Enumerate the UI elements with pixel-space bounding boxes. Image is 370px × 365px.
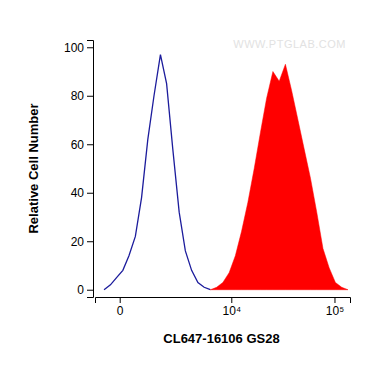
- x-tick: 0: [117, 297, 124, 318]
- y-tick-mark: [87, 241, 93, 242]
- y-axis-title: Relative Cell Number: [26, 103, 41, 233]
- x-axis: 0 10⁴ 10⁵: [96, 297, 351, 318]
- y-tick-label: 0: [77, 283, 84, 297]
- y-tick-mark: [87, 96, 93, 97]
- y-axis: 0 20 40 60 80 100: [64, 41, 94, 298]
- plot-area: [104, 55, 348, 290]
- y-tick-label: 20: [71, 235, 85, 249]
- x-axis-line: [96, 298, 351, 304]
- y-tick: 20: [71, 235, 93, 249]
- y-axis-line: [87, 41, 94, 298]
- x-tick-label: 10⁵: [326, 304, 344, 318]
- histogram-line: [104, 55, 210, 290]
- y-tick: 80: [71, 89, 93, 103]
- x-tick-mark: [231, 297, 232, 303]
- x-tick-mark: [334, 297, 335, 303]
- y-tick-label: 40: [71, 186, 85, 200]
- x-tick: 10⁴: [223, 297, 242, 318]
- x-tick-label: 10⁴: [223, 304, 242, 318]
- x-tick-label: 0: [117, 304, 124, 318]
- y-tick-mark: [87, 193, 93, 194]
- y-tick: 60: [71, 138, 93, 152]
- y-tick-mark: [87, 290, 93, 291]
- watermark: WWW.PTGLAB.COM: [233, 38, 346, 50]
- y-tick-label: 80: [71, 89, 85, 103]
- x-tick-mark: [120, 297, 121, 303]
- y-tick-label: 60: [71, 138, 85, 152]
- x-tick: 10⁵: [326, 297, 344, 318]
- y-tick-label: 100: [64, 41, 84, 55]
- y-tick-mark: [87, 47, 93, 48]
- chart: WWW.PTGLAB.COM 0 10⁴ 10⁵ 0 20 40 60 80 100 CL647-1…: [0, 0, 370, 365]
- y-tick-mark: [87, 144, 93, 145]
- y-tick: 100: [64, 41, 93, 55]
- x-axis-title: CL647-16106 GS28: [163, 331, 279, 346]
- y-tick: 0: [77, 283, 93, 297]
- histogram-area: [210, 64, 348, 289]
- y-tick: 40: [71, 186, 93, 200]
